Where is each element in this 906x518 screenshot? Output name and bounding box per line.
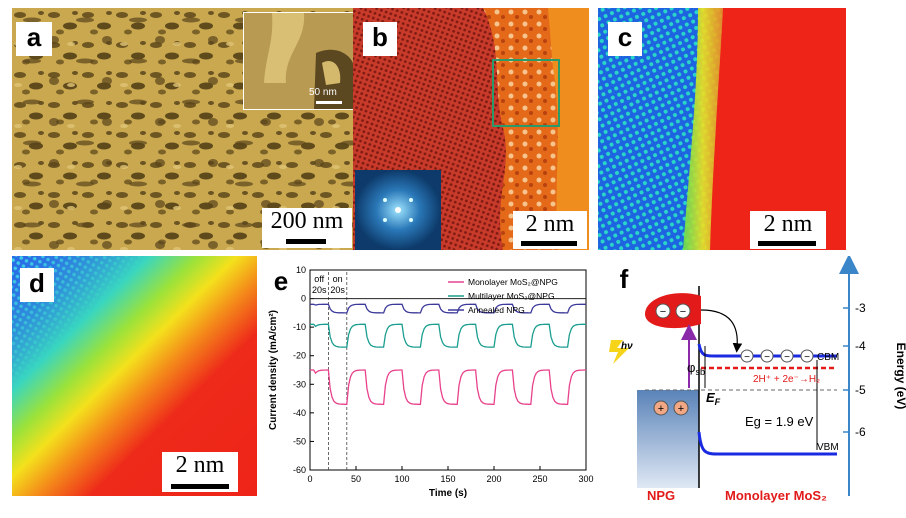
fft-inset bbox=[355, 170, 441, 250]
x-tick-label: 100 bbox=[394, 474, 409, 484]
panel-b-scale-bar-label: 2 nm bbox=[525, 211, 575, 237]
panel-a-sem-image: 50 nm a 200 nm bbox=[12, 8, 355, 250]
panel-a-scale-bar: 200 nm bbox=[262, 208, 352, 248]
energy-tick-label: -3 bbox=[855, 301, 866, 315]
panel-c-scale-bar-line bbox=[758, 241, 816, 246]
cbm-electrons: − − − − bbox=[740, 349, 814, 363]
off-time-label: 20s bbox=[312, 285, 327, 295]
hole-sign: + bbox=[678, 403, 684, 415]
bandgap-label: Eg = 1.9 eV bbox=[745, 414, 814, 429]
mos2-label: Monolayer MoS₂ bbox=[725, 488, 827, 503]
off-label: off bbox=[314, 274, 324, 284]
hole-sign: + bbox=[658, 403, 664, 415]
energy-ticks: -3 -4 -5 -6 bbox=[843, 301, 866, 439]
panel-c-label: c bbox=[608, 22, 642, 56]
series-line-0 bbox=[310, 369, 586, 405]
energy-tick-label: -4 bbox=[855, 339, 866, 353]
current-density-chart: 0 50 100 150 200 250 300100-10-20-30-40-50-60T… bbox=[268, 265, 594, 499]
legend-label-0: Monolayer MoS₂@NPG bbox=[468, 277, 558, 287]
electron-sign: − bbox=[804, 352, 810, 363]
vbm-label: VBM bbox=[817, 442, 839, 453]
sem-inset: 50 nm bbox=[243, 12, 355, 110]
x-tick-label: 50 bbox=[351, 474, 361, 484]
inset-scale-bar-line bbox=[316, 101, 342, 104]
npg-label: NPG bbox=[647, 488, 675, 503]
y-tick-label: 10 bbox=[296, 265, 306, 275]
y-tick-label: -10 bbox=[293, 322, 306, 332]
hot-electron-lobe bbox=[645, 293, 701, 329]
panel-d-filtered-image: d 2 nm bbox=[12, 256, 257, 496]
y-tick-label: 0 bbox=[301, 294, 306, 304]
panel-d-scale-bar-line bbox=[171, 484, 229, 489]
x-tick-label: 300 bbox=[578, 474, 593, 484]
injection-arrow bbox=[700, 309, 743, 353]
phi-subscript: sb bbox=[695, 367, 705, 377]
ef-subscript: F bbox=[715, 397, 721, 407]
panel-b-scale-bar-line bbox=[521, 241, 577, 246]
inset-texture bbox=[244, 13, 354, 109]
panel-e-chart: 0 50 100 150 200 250 300 10 0 -10 -20 -30 -40 -50 -60 T… bbox=[262, 256, 602, 518]
y-tick-label: -30 bbox=[293, 379, 306, 389]
panel-d-scale-bar: 2 nm bbox=[162, 452, 238, 492]
x-axis-label: Time (s) bbox=[429, 488, 467, 499]
y-axis-label: Current density (mA/cm²) bbox=[268, 310, 279, 430]
panel-b-label: b bbox=[363, 22, 397, 56]
band-diagram: − − + + hν − − − − φsb bbox=[609, 256, 906, 503]
x-tick-label: 150 bbox=[440, 474, 455, 484]
y-tick-label: -50 bbox=[293, 436, 306, 446]
panel-f-label: f bbox=[609, 264, 639, 294]
panel-f-band-diagram: − − + + hν − − − − φsb bbox=[605, 256, 906, 518]
reaction-label: 2H⁺ + 2e⁻→H₂ bbox=[753, 374, 820, 385]
electron-sign: − bbox=[764, 352, 770, 363]
phi-label: φsb bbox=[687, 360, 705, 377]
panel-a-scale-bar-line bbox=[286, 239, 326, 244]
electron-sign: − bbox=[744, 352, 750, 363]
panel-c-scale-bar: 2 nm bbox=[750, 211, 826, 249]
series-line-2 bbox=[310, 303, 586, 314]
panel-e-label: e bbox=[266, 266, 296, 296]
legend-label-1: Multilayer MoS₂@NPG bbox=[468, 291, 555, 301]
panel-d-label: d bbox=[20, 268, 54, 302]
energy-tick-label: -6 bbox=[855, 425, 866, 439]
vbm-band bbox=[697, 431, 837, 456]
npg-block bbox=[637, 390, 699, 488]
electron-sign: − bbox=[660, 306, 666, 318]
y-tick-label: -20 bbox=[293, 351, 306, 361]
hv-lightning-icon bbox=[609, 340, 629, 364]
panel-a-scale-bar-label: 200 nm bbox=[270, 208, 344, 234]
panel-c-filtered-image: c 2 nm bbox=[598, 8, 846, 250]
x-tick-label: 250 bbox=[532, 474, 547, 484]
y-tick-label: -60 bbox=[293, 465, 306, 475]
y-tick-label: -40 bbox=[293, 408, 306, 418]
x-tick-label: 200 bbox=[486, 474, 501, 484]
panel-a-label: a bbox=[16, 22, 52, 56]
electron-sign: − bbox=[784, 352, 790, 363]
ef-label: EF bbox=[706, 390, 721, 407]
electron-sign: − bbox=[680, 306, 686, 318]
hv-label: hν bbox=[621, 341, 633, 352]
legend-label-2: Annealed NPG bbox=[468, 305, 525, 315]
on-label: on bbox=[333, 274, 343, 284]
series-line-1 bbox=[310, 323, 586, 348]
fft-pattern bbox=[355, 170, 441, 250]
panel-b-tem-image: b 2 nm bbox=[353, 8, 589, 250]
cbm-label: CBM bbox=[817, 352, 839, 363]
x-tick-label: 0 bbox=[307, 474, 312, 484]
panel-b-scale-bar: 2 nm bbox=[513, 211, 587, 249]
ef-symbol: E bbox=[706, 390, 715, 405]
panel-d-scale-bar-label: 2 nm bbox=[175, 452, 225, 478]
filtered-texture bbox=[598, 8, 846, 250]
energy-axis-label: Energy (eV) bbox=[894, 343, 906, 410]
phi-symbol: φ bbox=[687, 360, 695, 375]
on-time-label: 20s bbox=[330, 285, 345, 295]
inset-scale-bar-label: 50 nm bbox=[309, 87, 337, 98]
panel-c-scale-bar-label: 2 nm bbox=[763, 211, 813, 237]
energy-tick-label: -5 bbox=[855, 383, 866, 397]
